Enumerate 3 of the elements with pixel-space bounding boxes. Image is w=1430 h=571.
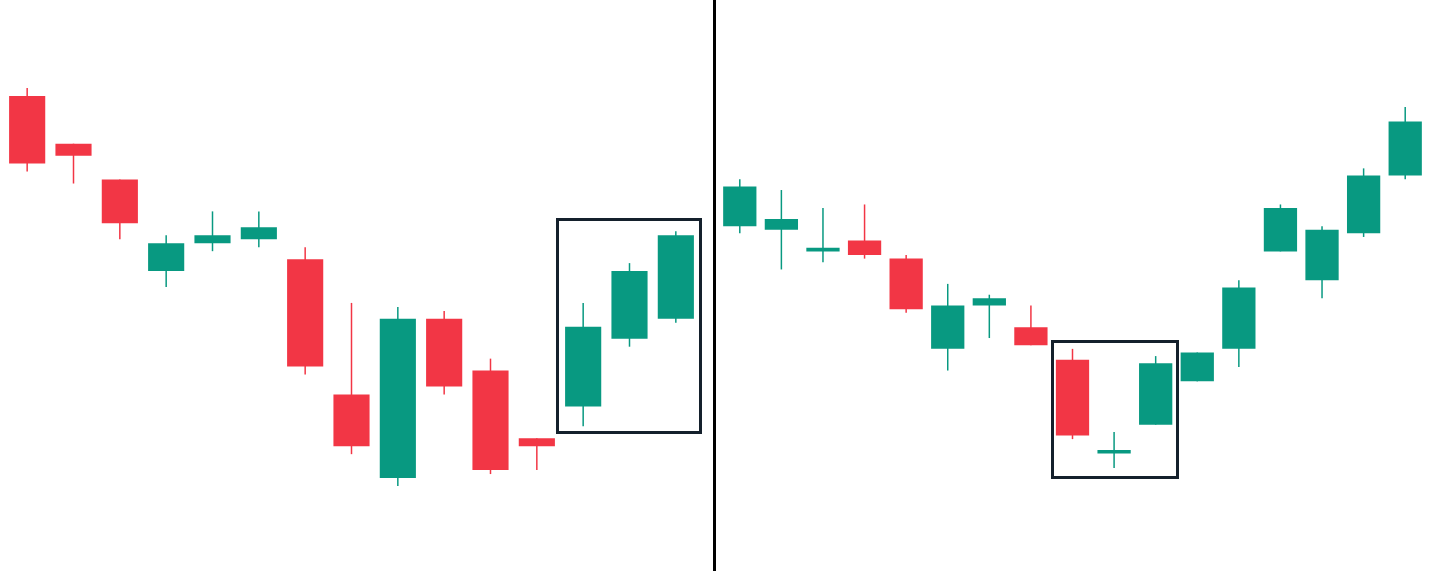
- candlestick: [764, 189, 799, 271]
- candlestick: [194, 210, 231, 252]
- candlestick: [1097, 431, 1131, 469]
